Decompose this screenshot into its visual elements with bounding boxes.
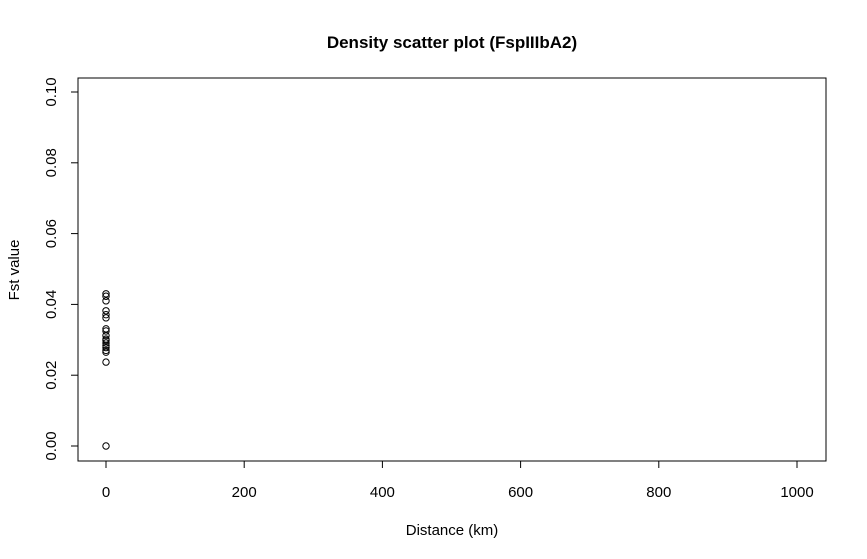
chart-title: Density scatter plot (FspIIIbA2): [327, 33, 577, 52]
scatter-point: [102, 292, 110, 300]
y-tick-label: 0.02: [43, 361, 60, 390]
scatter-point: [102, 358, 110, 366]
x-axis-label: Distance (km): [406, 522, 499, 539]
scatter-point: [102, 348, 110, 356]
x-tick-label: 0: [102, 484, 110, 501]
scatter-point: [102, 331, 110, 340]
y-tick-label: 0.08: [43, 148, 60, 177]
scatter-point: [102, 339, 110, 347]
x-axis: 0 200 400 600 800 1000: [102, 460, 814, 501]
scatter-point: [102, 442, 110, 450]
x-tick-label: 400: [370, 484, 395, 501]
y-tick-label: 0.10: [43, 77, 60, 106]
scatter-point: [102, 307, 110, 315]
plot-frame: [77, 77, 827, 462]
y-axis-label: Fst value: [6, 240, 23, 301]
scatter-point: [102, 290, 110, 298]
scatter-point: [102, 314, 110, 322]
y-tick-label: 0.00: [43, 431, 60, 460]
scatter-point: [102, 327, 110, 335]
x-tick-label: 800: [646, 484, 671, 501]
y-axis: 0.00 0.02 0.04 0.06 0.08 0.10: [43, 77, 79, 461]
scatter-point: [102, 297, 110, 305]
x-tick-label: 1000: [780, 484, 813, 501]
x-tick-label: 600: [508, 484, 533, 501]
data-points: [102, 290, 110, 450]
y-tick-label: 0.04: [43, 290, 60, 319]
scatter-point: [102, 310, 110, 319]
scatter-point: [102, 343, 110, 352]
x-tick-label: 200: [232, 484, 257, 501]
y-tick-label: 0.06: [43, 219, 60, 248]
scatter-point: [102, 336, 110, 345]
